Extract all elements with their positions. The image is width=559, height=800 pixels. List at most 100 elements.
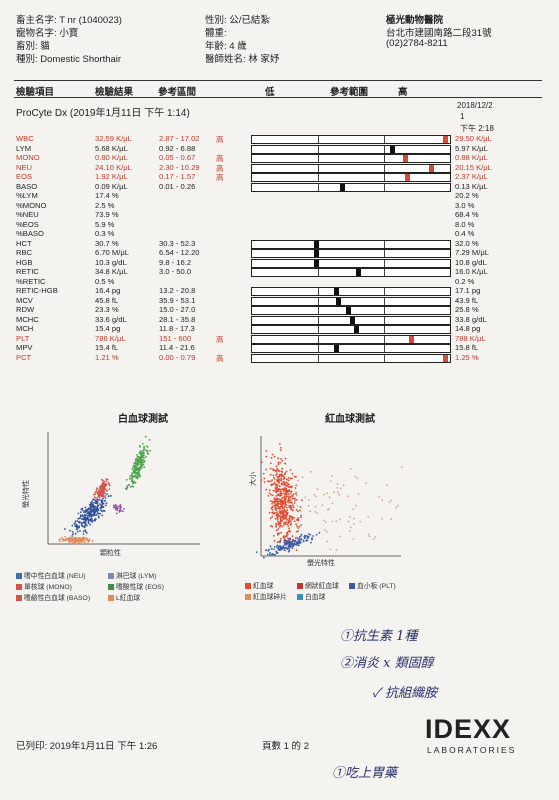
scatter-point [115,512,118,515]
scatter-point [134,474,136,477]
scatter-point [264,549,267,552]
result-value: 15.4 fL [95,343,119,352]
scatter-point [293,500,296,502]
scatter-point [92,502,94,504]
gauge-divider [384,316,386,324]
range-gauge [251,144,451,154]
result-row: BASO 0.09 K/μL 0.01 - 0.26 0.13 K/μL [16,182,536,193]
scatter-point [265,455,268,458]
wbc-xlabel: 顆粒性 [100,548,121,557]
scatter-point [279,507,281,510]
scatter-point [281,505,284,508]
scatter-point [277,469,280,472]
result-row: MONO 0.80 K/μL 0.05 - 0.67 高 0.88 K/μL [16,153,536,164]
scatter-point [299,509,301,512]
scatter-point [285,470,288,473]
scatter-point [102,483,105,486]
result-previous: 3.0 % [455,200,475,210]
scatter-point [131,474,134,477]
scatter-point [63,528,66,530]
scatter-point [284,489,287,492]
scatter-point [336,483,339,485]
scatter-point [352,538,355,540]
result-previous: 788 K/μL [455,333,486,343]
gauge-divider [384,155,386,162]
legend-swatch [245,583,251,590]
result-value: 2.5 % [95,200,115,210]
scatter-point [270,547,273,550]
scatter-point [75,523,78,526]
gauge-divider [384,145,386,153]
handwritten-note: ✓ 抗組織胺 [372,686,438,701]
scatter-point [281,459,284,462]
scatter-point [71,539,74,542]
handwritten-note: ②消炎 x 類固醇 [340,656,434,671]
scatter-point [347,495,350,498]
scatter-point [294,540,297,542]
range-gauge [251,258,451,268]
scatter-point [115,505,118,507]
result-value: 17.4 % [95,191,119,200]
scatter-point [270,554,273,556]
gauge-marker [409,335,415,343]
range-gauge [251,249,451,258]
range-gauge [251,135,451,144]
scatter-point [279,512,281,514]
scatter-point [293,502,296,504]
scatter-point [295,523,297,526]
scatter-point [285,481,288,484]
result-value: 1.21 % [95,352,119,362]
result-previous: 0.2 % [455,276,475,286]
scatter-point [287,486,290,488]
scatter-point [340,487,342,490]
scatter-point [323,529,326,531]
scatter-point [325,530,328,533]
result-value: 34.8 K/μL [95,267,128,276]
scatter-point [143,448,146,451]
result-previous: 29.50 K/μL [455,134,492,143]
result-row: %EOS 5.9 % 8.0 % [16,220,536,231]
scatter-point [84,510,87,513]
scatter-point [279,498,282,501]
scatter-point [282,482,284,485]
scatter-point [278,474,281,476]
range-gauge [251,163,451,173]
scatter-point [101,501,103,504]
scatter-point [288,516,291,519]
result-previous: 0.13 K/μL [455,181,488,191]
result-value: 30.7 % [95,238,119,248]
scatter-point [104,497,107,499]
scatter-point [286,531,289,534]
scatter-point [335,549,338,551]
scatter-point [71,542,74,545]
gauge-marker [334,345,340,352]
scatter-point [89,505,92,507]
scatter-point [139,446,141,448]
scatter-point [275,472,278,475]
scatter-point [368,535,371,538]
gauge-marker [336,297,342,305]
scatter-point [279,461,282,464]
scatter-point [327,508,329,511]
scatter-point [357,492,360,495]
scatter-point [90,517,93,520]
scatter-point [82,515,84,518]
scatter-point [300,499,303,501]
scatter-point [69,529,71,532]
scatter-point [309,533,312,536]
scatter-point [276,507,278,509]
scatter-point [132,471,135,474]
scatter-point [76,525,79,528]
scatter-point [137,460,140,463]
scatter-point [291,518,294,521]
gauge-divider [384,183,386,191]
gauge-divider [317,335,319,343]
scatter-point [354,504,357,507]
scatter-point [136,467,139,470]
scatter-point [286,534,289,536]
legend-swatch [245,594,251,601]
scatter-point [290,490,293,493]
scatter-point [89,507,92,510]
scatter-point [276,503,279,506]
scatter-point [129,486,132,488]
